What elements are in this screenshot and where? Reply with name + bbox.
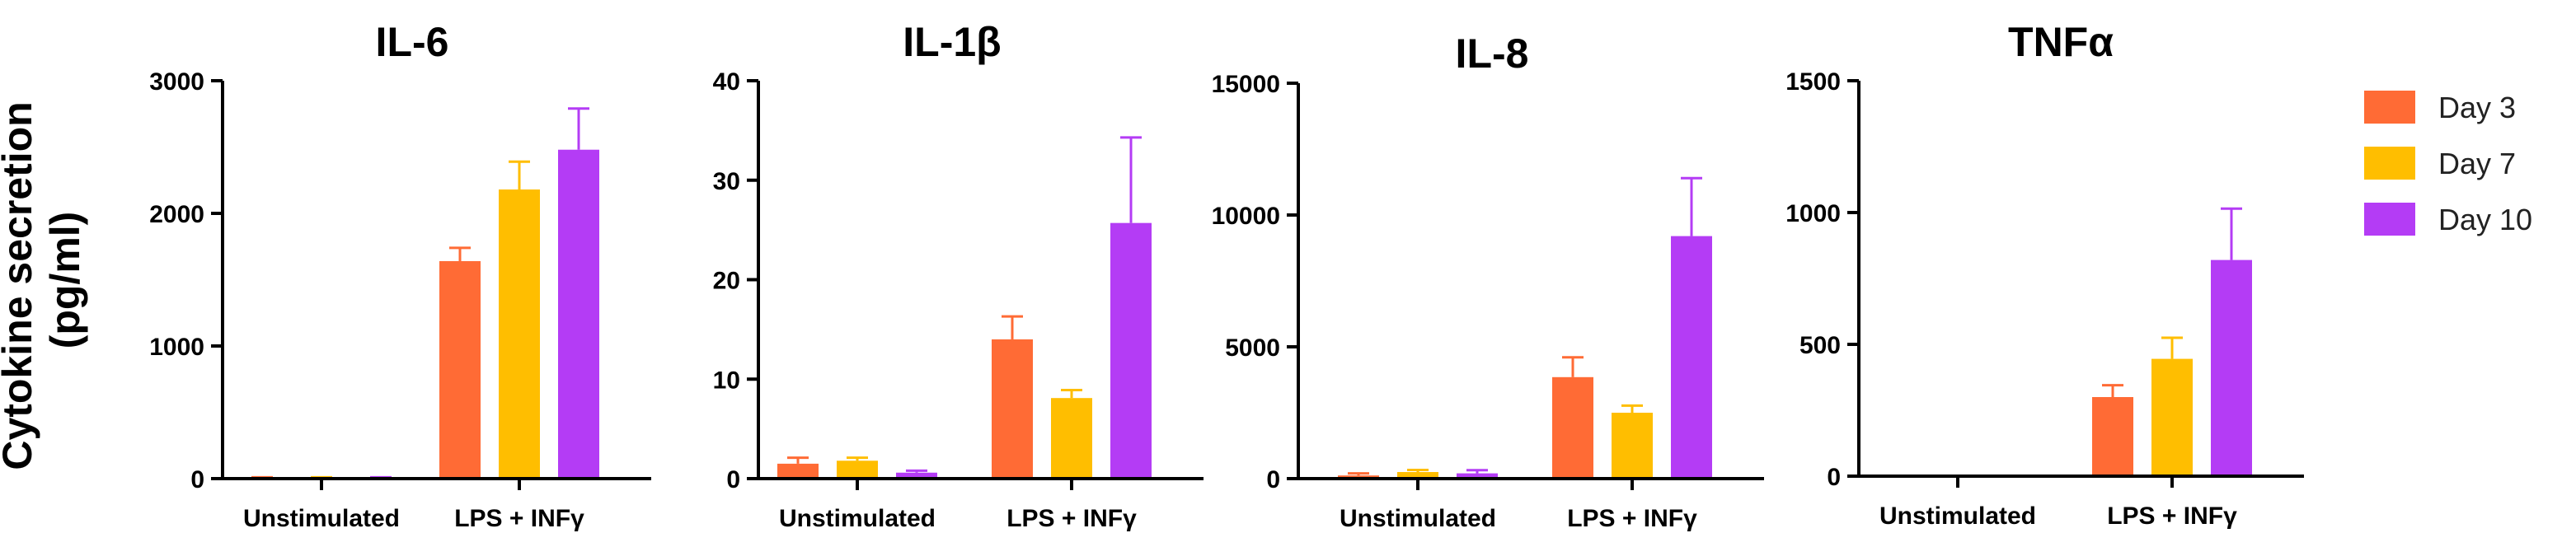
y-tick-label: 40 (713, 68, 740, 96)
legend-swatch (2364, 147, 2415, 180)
bar (1552, 376, 1593, 479)
y-tick-label: 0 (1827, 464, 1841, 491)
y-tick-label: 30 (713, 168, 740, 195)
chart-panel: IL-6 0 1000 2000 3000 Unstimulated LPS + INFγ (149, 19, 651, 532)
y-tick-label: 0 (726, 466, 740, 493)
legend-label: Day 3 (2438, 91, 2516, 124)
bar (1457, 473, 1498, 479)
chart-title: IL-1β (903, 19, 1001, 65)
legend-swatch (2364, 91, 2415, 124)
bar (1110, 222, 1152, 479)
bar (837, 461, 878, 479)
y-tick-label: 10 (713, 367, 740, 394)
bar (1671, 236, 1712, 479)
y-axis-label: Cytokine secretion (pg/ml) (0, 90, 88, 470)
legend-label: Day 7 (2438, 147, 2516, 180)
bar (1612, 413, 1653, 479)
bar (1051, 398, 1092, 479)
x-tick-label: Unstimulated (1340, 505, 1496, 532)
y-tick-label: 3000 (149, 68, 204, 96)
chart-title: TNFα (2008, 19, 2114, 65)
legend-item: Day 3 (2364, 91, 2516, 124)
bar (499, 189, 540, 479)
y-tick-label: 10000 (1212, 203, 1280, 230)
x-tick-label: LPS + INFγ (1567, 505, 1697, 532)
y-axis-label-line2: (pg/ml) (42, 212, 88, 349)
y-tick-label: 20 (713, 268, 740, 295)
y-tick-label: 15000 (1212, 71, 1280, 98)
chart-panel: IL-8 0 5000 10000 15000 Unstimulated LPS + INF… (1212, 30, 1764, 532)
x-tick-label: Unstimulated (779, 505, 936, 532)
bar (2151, 358, 2193, 476)
chart-title: IL-6 (376, 19, 449, 65)
legend-item: Day 7 (2364, 147, 2516, 180)
y-tick-label: 1000 (1785, 200, 1841, 227)
x-tick-label: Unstimulated (1879, 503, 2036, 530)
x-tick-label: Unstimulated (243, 505, 400, 532)
y-tick-label: 0 (190, 466, 204, 493)
chart-panel: IL-1β 0 10 20 30 40 Unstimulated LPS + INFγ (713, 19, 1204, 532)
bar (1397, 472, 1438, 479)
y-axis-label-line1: Cytokine secretion (0, 101, 40, 470)
legend: Day 3 Day 7 Day 10 (2364, 91, 2532, 236)
legend-swatch (2364, 203, 2415, 236)
bar (777, 463, 819, 479)
x-tick-label: LPS + INFγ (2107, 503, 2237, 530)
bar (2211, 259, 2252, 476)
chart-panel: TNFα 0 500 1000 1500 Unstimulated LPS + INFγ (1785, 19, 2304, 530)
y-tick-label: 500 (1799, 332, 1841, 359)
y-tick-label: 2000 (149, 201, 204, 228)
bar (439, 260, 481, 479)
bar (992, 339, 1033, 479)
bar (558, 149, 599, 479)
legend-label: Day 10 (2438, 203, 2532, 236)
x-tick-label: LPS + INFγ (1006, 505, 1137, 532)
y-tick-label: 0 (1266, 466, 1280, 493)
legend-item: Day 10 (2364, 203, 2532, 236)
y-tick-label: 1000 (149, 334, 204, 361)
bar (2092, 397, 2133, 476)
chart-title: IL-8 (1456, 30, 1529, 77)
bar (896, 472, 937, 479)
y-tick-label: 1500 (1785, 68, 1841, 96)
y-tick-label: 5000 (1225, 334, 1280, 362)
x-tick-label: LPS + INFγ (454, 505, 584, 532)
